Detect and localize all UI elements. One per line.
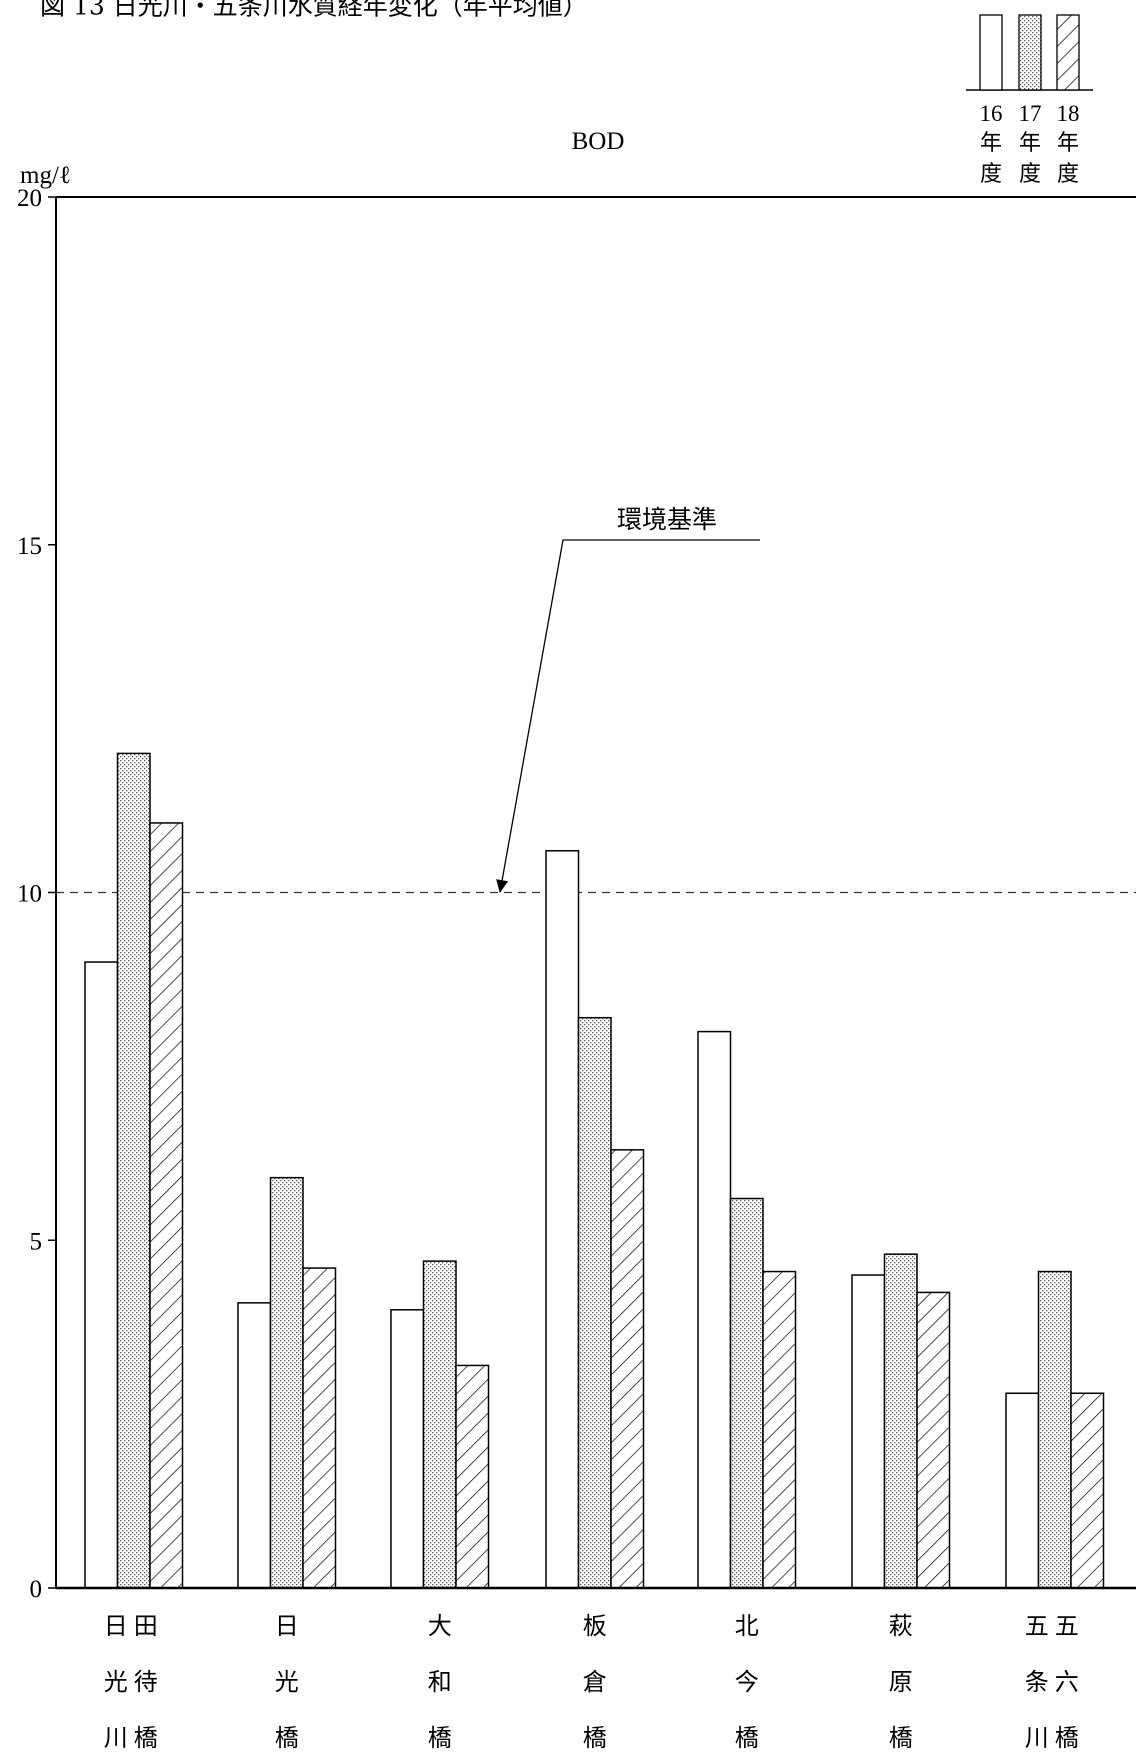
bar-18年度-5 [916,1291,951,1589]
category-label-line: 倉 [583,1668,607,1696]
category-label-line: 光 [275,1668,299,1696]
category-label-line: 橋 [428,1724,452,1752]
bar-17年度-2 [422,1260,457,1589]
y-axis-ticks: 0 5 10 15 20 [17,185,56,1603]
category-label-line: 大 [428,1612,452,1640]
bar-17年度-3 [577,1016,612,1589]
category-label-line: 北 [735,1612,759,1640]
category-label-line: 日 [275,1612,299,1640]
category-label-line: 橋 [735,1724,759,1752]
category-label-line: 和 [428,1668,452,1696]
bar-18年度-2 [455,1364,490,1589]
bar-18年度-6 [1070,1392,1105,1589]
chart-title: BOD [572,128,625,155]
reference-line-arrow [496,539,760,893]
category-label-line: 橋 [583,1724,607,1752]
bar-17年度-6 [1037,1270,1072,1589]
bar-16年度-5 [851,1274,886,1589]
category-label-line: 原 [889,1668,913,1696]
legend-swatch-16年度 [979,14,1003,91]
category-label-line: 萩 [889,1612,913,1640]
y-tick-label: 15 [17,533,42,560]
category-label-line: 板 [583,1612,607,1640]
reference-line-label: 環境基準 [617,505,717,534]
legend-label-16年度: 年 [980,131,1002,156]
bar-16年度-6 [1005,1392,1040,1589]
category-label-line: 条六 [1025,1668,1085,1696]
legend-label-16年度: 度 [980,162,1002,187]
bar-16年度-4 [697,1030,732,1589]
legend-label-17年度: 年 [1019,131,1041,156]
legend-swatch-18年度 [1056,14,1080,91]
legend-label-18年度: 度 [1057,162,1079,187]
category-label-line: 橋 [275,1724,299,1752]
legend-label-16年度: 16 [980,101,1003,126]
bar-16年度-0 [84,961,119,1589]
figure-header: 図 13 日光川・五条川水質経年変化（年平均値） [40,0,588,21]
bar-18年度-4 [762,1270,797,1589]
category-label-line: 川橋 [1025,1724,1085,1752]
bar-16年度-1 [237,1302,272,1589]
legend-label-17年度: 17 [1019,101,1042,126]
category-label-line: 橋 [889,1724,913,1752]
bar-18年度-3 [610,1149,645,1589]
bar-17年度-5 [883,1253,918,1589]
legend-label-18年度: 18 [1057,101,1080,126]
bar-17年度-0 [116,752,151,1589]
y-tick-label: 10 [17,881,42,908]
y-tick-label: 20 [17,185,42,212]
y-axis-unit-label: mg/ℓ [20,162,71,189]
bar-17年度-1 [269,1176,304,1589]
bar-16年度-2 [390,1309,425,1589]
category-label-line: 日田 [104,1612,164,1640]
bar-18年度-0 [149,822,184,1589]
category-label-line: 今 [735,1668,759,1696]
plot-frame [55,196,1136,1590]
bar-18年度-1 [302,1267,337,1589]
bar-17年度-4 [729,1197,764,1589]
y-tick-label: 0 [30,1576,43,1603]
category-label-line: 光待 [104,1668,164,1696]
legend-swatch-17年度 [1018,14,1042,91]
legend-label-17年度: 度 [1019,162,1041,187]
y-tick-label: 5 [30,1228,43,1255]
legend-label-18年度: 年 [1057,131,1079,156]
reference-line-group: 環境基準 [56,505,1136,894]
bar-16年度-3 [545,850,580,1589]
category-label-line: 川橋 [104,1724,164,1752]
bars [84,752,1105,1589]
category-label-line: 五五 [1025,1612,1085,1640]
